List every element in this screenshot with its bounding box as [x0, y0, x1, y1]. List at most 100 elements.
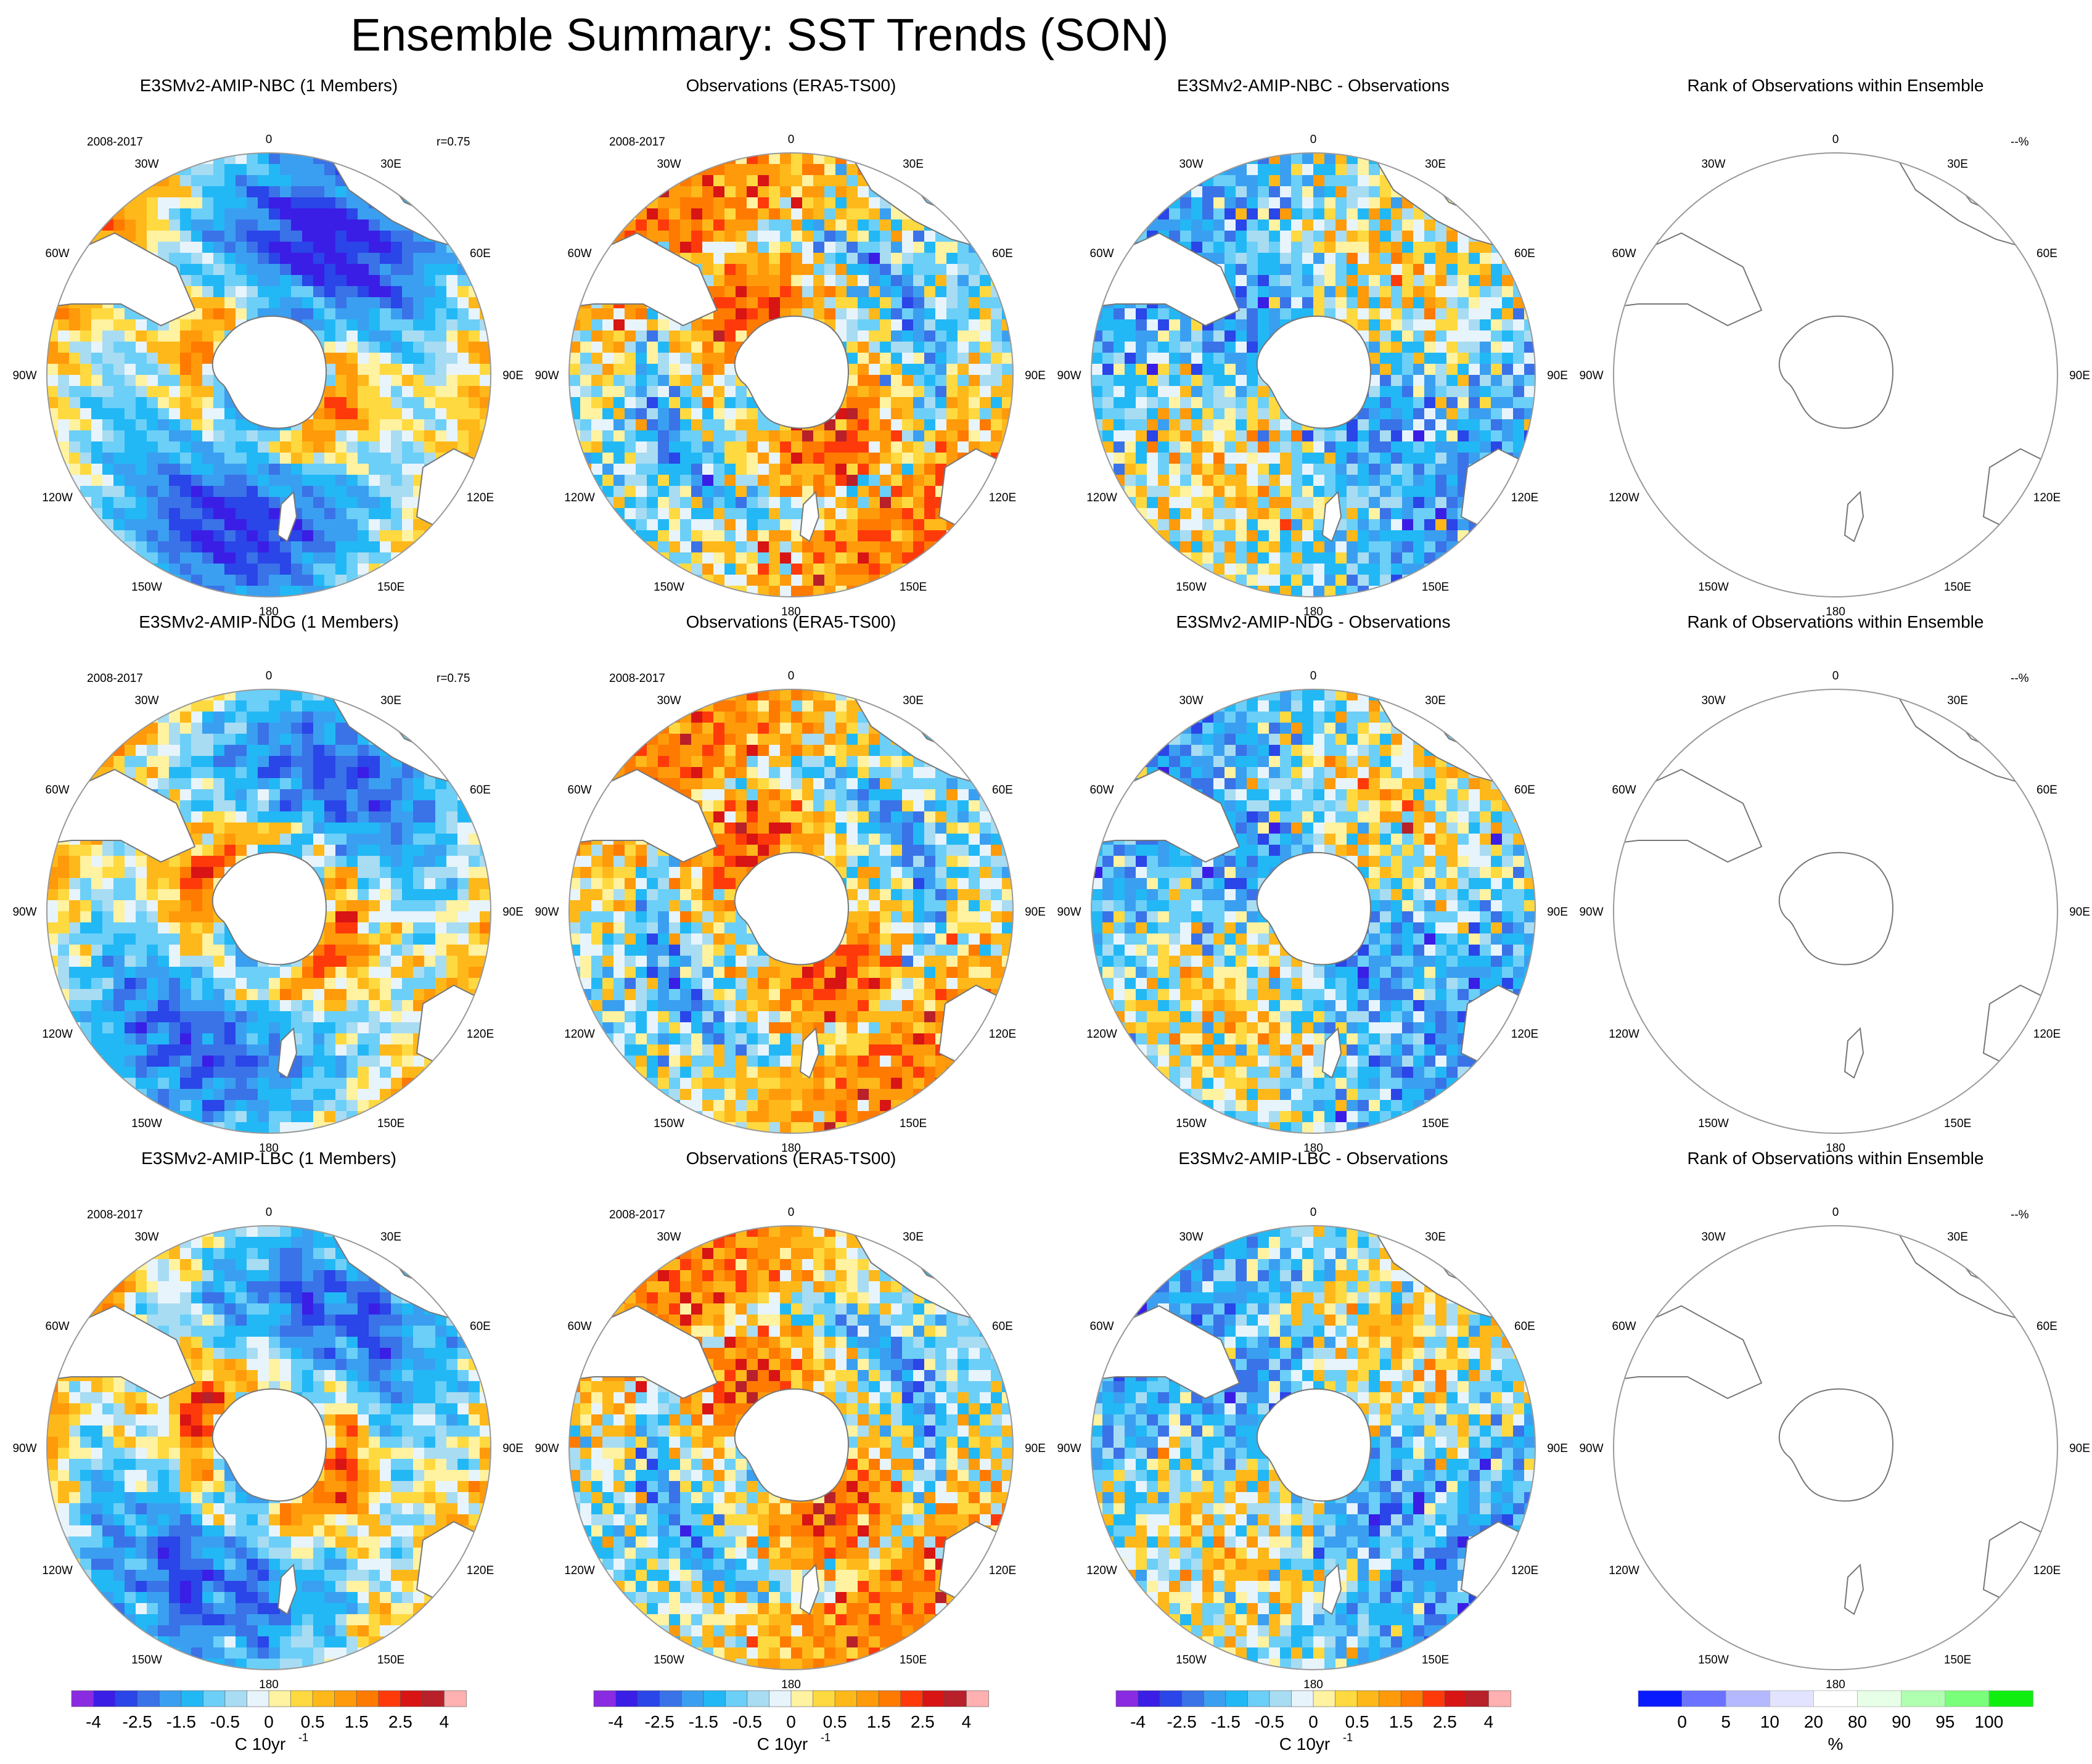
polar-map — [46, 689, 491, 1134]
period-label: 2008-2017 — [87, 136, 143, 149]
colorbar-swatch — [790, 1690, 814, 1707]
map-panel: E3SMv2-AMIP-NBC (1 Members) 0 30E 60E 90E 120… — [12, 76, 523, 618]
correlation-label: r=0.75 — [437, 672, 470, 685]
lon-label: 60W — [46, 784, 70, 797]
lon-label: 120W — [1609, 1028, 1639, 1041]
lon-label: 90E — [1025, 1442, 1046, 1455]
map-panel: Rank of Observations within Ensemble 0 30E… — [1579, 76, 2090, 618]
colorbar-swatch — [1638, 1690, 1683, 1707]
colorbar-swatch — [290, 1690, 313, 1707]
lon-label: 30E — [1947, 1231, 1968, 1244]
colorbar-swatch — [856, 1690, 880, 1707]
map-panel: Rank of Observations within Ensemble 0 30E… — [1579, 1149, 2090, 1691]
lon-label: 90W — [12, 1442, 36, 1455]
colorbar-swatch — [312, 1690, 335, 1707]
colorbar-swatch — [1400, 1690, 1424, 1707]
colorbar-swatch — [268, 1690, 292, 1707]
lon-label: 90E — [1547, 906, 1568, 919]
lon-label: 180 — [259, 1678, 279, 1691]
colorbar-tick-label: 0 — [1308, 1712, 1318, 1731]
colorbar-tick-label: 1.5 — [867, 1712, 891, 1731]
lon-label: 90E — [1025, 369, 1046, 382]
rank-value-label: --% — [2011, 1208, 2029, 1221]
lon-label: 90W — [535, 369, 559, 382]
colorbar-swatch — [900, 1690, 924, 1707]
lon-label: 120W — [1609, 1564, 1639, 1577]
lon-label: 0 — [266, 670, 273, 683]
colorbar-tick-label: 2.5 — [388, 1712, 412, 1731]
lon-label: 60W — [1612, 784, 1636, 797]
lon-label: 60E — [2037, 784, 2057, 797]
polar-map — [568, 689, 1014, 1134]
colorbar-swatch — [1225, 1690, 1249, 1707]
lon-label: 60E — [470, 784, 491, 797]
lon-label: 90E — [2069, 1442, 2090, 1455]
rank-colorbar: 0 5 10 20 80 90 95 100% — [1638, 1690, 2033, 1754]
lon-label: 30W — [1179, 694, 1203, 707]
colorbar-swatch — [637, 1690, 660, 1707]
lon-label: 180 — [781, 605, 801, 618]
colorbar-tick-label: 0 — [786, 1712, 796, 1731]
colorbar-swatch — [1488, 1690, 1511, 1707]
lon-label: 120W — [1086, 1564, 1117, 1577]
lon-label: 150E — [900, 581, 927, 594]
lon-label: 90W — [1579, 369, 1603, 382]
lon-label: 120E — [2033, 1564, 2061, 1577]
colorbar-swatch — [703, 1690, 726, 1707]
lon-label: 180 — [1303, 1142, 1323, 1155]
lon-label: 30W — [134, 694, 158, 707]
lon-label: 60E — [470, 1320, 491, 1333]
lon-label: 150E — [377, 1654, 404, 1667]
colorbar-tick-label: 0 — [1677, 1712, 1687, 1731]
lon-label: 30E — [1947, 158, 1968, 171]
colorbar-tick-label: -0.5 — [1255, 1712, 1284, 1731]
lon-label: 0 — [1310, 1206, 1317, 1219]
colorbar-swatch — [1181, 1690, 1205, 1707]
lon-label: 90E — [2069, 369, 2090, 382]
lon-label: 30E — [1425, 1231, 1446, 1244]
colorbar-swatch — [158, 1690, 182, 1707]
panel-title: Observations (ERA5-TS00) — [686, 1149, 896, 1168]
lon-label: 120E — [989, 1028, 1016, 1041]
lon-label: 90E — [1547, 369, 1568, 382]
lon-label: 60E — [470, 247, 491, 260]
colorbar: -4 -2.5 -1.5 -0.5 0 0.5 1.5 2.5 4 C 10yr -1 — [1115, 1690, 1511, 1754]
colorbar-swatch — [400, 1690, 423, 1707]
colorbar-tick-label: 0.5 — [301, 1712, 325, 1731]
panel-title: Rank of Observations within Ensemble — [1688, 1149, 1984, 1168]
colorbar-swatch — [1422, 1690, 1446, 1707]
colorbar-swatch — [422, 1690, 445, 1707]
lon-label: 150E — [900, 1117, 927, 1130]
colorbar-tick-label: 1.5 — [1389, 1712, 1413, 1731]
colorbar-label-superscript: -1 — [821, 1731, 831, 1744]
colorbar-swatch — [966, 1690, 989, 1707]
map-panel: E3SMv2-AMIP-NDG - Observations 0 30E 60E 90E… — [1057, 612, 1567, 1155]
lon-label: 60W — [568, 784, 592, 797]
lon-label: 90W — [1057, 906, 1081, 919]
lon-label: 60W — [1612, 1320, 1636, 1333]
polar-map — [46, 1225, 491, 1670]
polar-map — [46, 152, 491, 597]
lon-label: 120W — [564, 491, 595, 504]
colorbar-label-superscript: -1 — [298, 1731, 308, 1744]
colorbar-swatch — [378, 1690, 401, 1707]
lon-label: 30W — [657, 694, 681, 707]
lon-label: 150W — [1176, 1117, 1207, 1130]
map-panel: E3SMv2-AMIP-LBC - Observations 0 30E 60E 90E… — [1057, 1149, 1567, 1691]
lon-label: 30E — [380, 694, 401, 707]
colorbar-swatch — [813, 1690, 835, 1707]
colorbar-swatch — [1725, 1690, 1771, 1707]
lon-label: 60W — [568, 1320, 592, 1333]
colorbar-swatch — [203, 1690, 226, 1707]
lon-label: 120W — [564, 1564, 595, 1577]
colorbar-swatch — [1269, 1690, 1292, 1707]
lon-label: 150E — [377, 581, 404, 594]
lon-label: 90W — [12, 369, 36, 382]
period-label: 2008-2017 — [87, 672, 143, 685]
colorbar-swatch — [356, 1690, 379, 1707]
lon-label: 150W — [1698, 1654, 1729, 1667]
lon-label: 60E — [1514, 1320, 1535, 1333]
colorbar-swatch — [181, 1690, 204, 1707]
colorbar-label-superscript: -1 — [1343, 1731, 1353, 1744]
lon-label: 0 — [1310, 670, 1317, 683]
